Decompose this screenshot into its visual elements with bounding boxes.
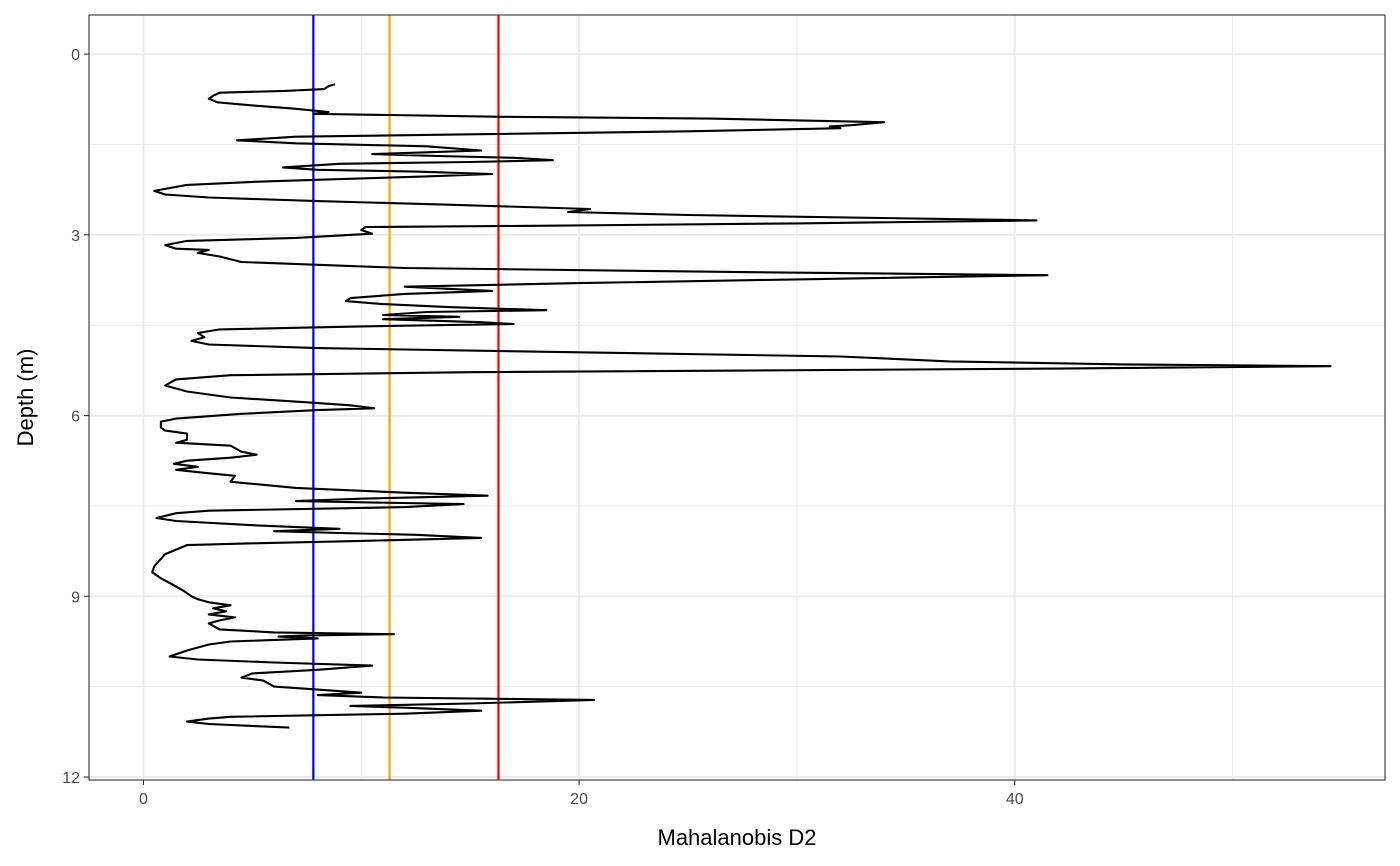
major-gridlines — [89, 15, 1385, 780]
x-tick-label-0: 0 — [139, 791, 148, 808]
x-axis: 0 20 40 — [139, 780, 1024, 808]
y-tick-label-2: 6 — [71, 409, 80, 426]
x-axis-title: Mahalanobis D2 — [658, 825, 817, 850]
series-line-0 — [151, 83, 1332, 729]
panel-border — [88, 14, 1386, 781]
y-tick-label-4: 12 — [62, 770, 80, 787]
y-tick-label-0: 0 — [71, 47, 80, 64]
x-tick-label-2: 40 — [1006, 791, 1024, 808]
y-axis-title: Depth (m) — [13, 349, 38, 447]
y-tick-label-3: 9 — [71, 589, 80, 606]
reference-lines — [312, 15, 500, 780]
series-layer — [151, 83, 1332, 729]
y-tick-label-1: 3 — [71, 228, 80, 245]
y-axis: 0 3 6 9 12 — [62, 47, 89, 787]
x-tick-label-1: 20 — [570, 791, 588, 808]
